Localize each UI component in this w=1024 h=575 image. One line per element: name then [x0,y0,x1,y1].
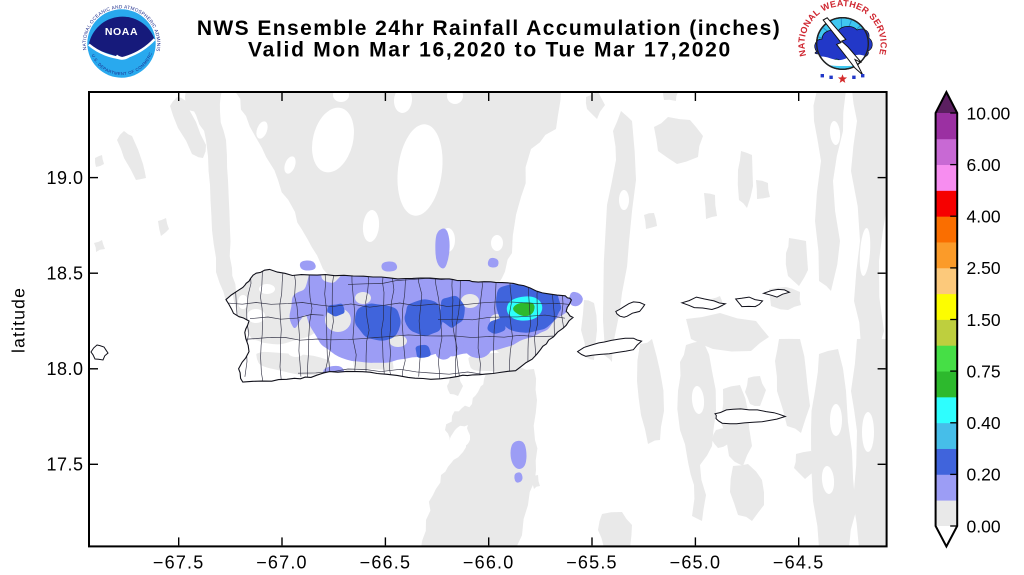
svg-text:−67.0: −67.0 [256,553,308,573]
svg-text:18.5: 18.5 [46,264,83,284]
svg-text:NOAA: NOAA [105,26,138,38]
svg-text:2.50: 2.50 [967,258,1001,278]
svg-text:19.0: 19.0 [46,168,83,188]
svg-text:0.40: 0.40 [967,413,1001,433]
svg-text:18.0: 18.0 [46,359,83,379]
svg-text:0.75: 0.75 [967,361,1001,381]
svg-text:1.50: 1.50 [967,310,1001,330]
svg-text:10.00: 10.00 [967,103,1011,123]
svg-text:−66.5: −66.5 [360,553,412,573]
svg-text:−65.0: −65.0 [670,553,722,573]
svg-text:latitude: latitude [9,287,29,353]
svg-text:−65.5: −65.5 [566,553,618,573]
svg-text:0.20: 0.20 [967,465,1001,485]
svg-text:−64.5: −64.5 [773,553,825,573]
svg-text:NWS Ensemble 24hr Rainfall Acc: NWS Ensemble 24hr Rainfall Accumulation … [197,17,781,40]
svg-text:0.00: 0.00 [967,516,1001,536]
svg-text:−66.0: −66.0 [463,553,515,573]
svg-text:−67.5: −67.5 [153,553,205,573]
svg-text:17.5: 17.5 [46,455,83,475]
svg-text:Valid Mon Mar 16,2020 to Tue M: Valid Mon Mar 16,2020 to Tue Mar 17,2020 [248,39,732,62]
svg-text:6.00: 6.00 [967,155,1001,175]
svg-text:4.00: 4.00 [967,207,1001,227]
